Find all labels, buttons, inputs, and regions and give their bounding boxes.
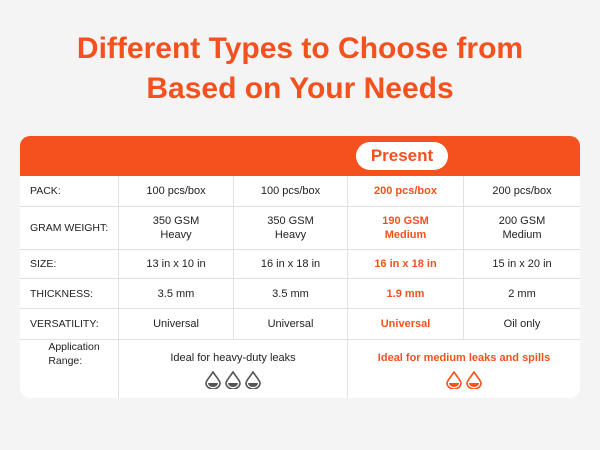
table-cell: 1.9 mm (347, 279, 463, 308)
table-cell: 2 mm (463, 279, 580, 308)
header-band: Present (20, 136, 580, 176)
table-cell: Universal (347, 309, 463, 339)
table-row: GRAM WEIGHT: 350 GSM Heavy 350 GSM Heavy 19… (20, 207, 580, 250)
table-cell: 13 in x 10 in (118, 250, 233, 278)
table-cell: 15 in x 20 in (463, 250, 580, 278)
table-cell: 16 in x 18 in (347, 250, 463, 278)
row-label: Application Range: (48, 341, 100, 367)
table-row: PACK: 100 pcs/box 100 pcs/box 200 pcs/box 20… (20, 176, 580, 207)
table-cell: 16 in x 18 in (233, 250, 347, 278)
table-cell: 350 GSM Heavy (233, 207, 347, 249)
table-cell: 3.5 mm (118, 279, 233, 308)
row-label: PACK: (30, 185, 61, 197)
application-text: Ideal for heavy-duty leaks (170, 352, 296, 364)
row-label: THICKNESS: (30, 287, 94, 300)
row-label: GRAM WEIGHT: (30, 222, 109, 234)
table-cell: 200 pcs/box (347, 176, 463, 206)
table-cell: Universal (233, 309, 347, 339)
row-label: SIZE: (30, 258, 57, 270)
table-cell: Universal (118, 309, 233, 339)
title-line: Based on Your Needs (146, 72, 454, 105)
table-cell: 200 pcs/box (463, 176, 580, 206)
table-row: SIZE: 13 in x 10 in 16 in x 18 in 16 in x 1… (20, 250, 580, 279)
drop-icons (446, 371, 482, 389)
application-text: Ideal for medium leaks and spills (377, 352, 551, 364)
table-cell: Oil only (463, 309, 580, 339)
comparison-table: Present PACK: 100 pcs/box 100 pcs/box 200 p… (20, 136, 580, 398)
table-cell: 3.5 mm (233, 279, 347, 308)
drop-icons (205, 371, 261, 389)
table-cell: 100 pcs/box (118, 176, 233, 206)
application-row: Application Range: Ideal for heavy-duty … (20, 340, 580, 398)
row-label: VERSATILITY: (30, 318, 99, 330)
table-row: THICKNESS: 3.5 mm 3.5 mm 1.9 mm 2 mm (20, 279, 580, 309)
application-cell: Ideal for medium leaks and spills (347, 340, 580, 398)
table-cell: 350 GSM Heavy (118, 207, 233, 249)
title-line: Different Types to Choose from (76, 32, 524, 65)
highlight-badge: Present (356, 142, 448, 170)
application-cell: Ideal for heavy-duty leaks (118, 340, 347, 398)
table-body: PACK: 100 pcs/box 100 pcs/box 200 pcs/box 20… (20, 176, 580, 340)
table-row: VERSATILITY: Universal Universal Universal O… (20, 309, 580, 340)
table-cell: 100 pcs/box (233, 176, 347, 206)
table-cell: 190 GSM Medium (347, 207, 463, 249)
table-cell: 200 GSM Medium (463, 207, 580, 249)
